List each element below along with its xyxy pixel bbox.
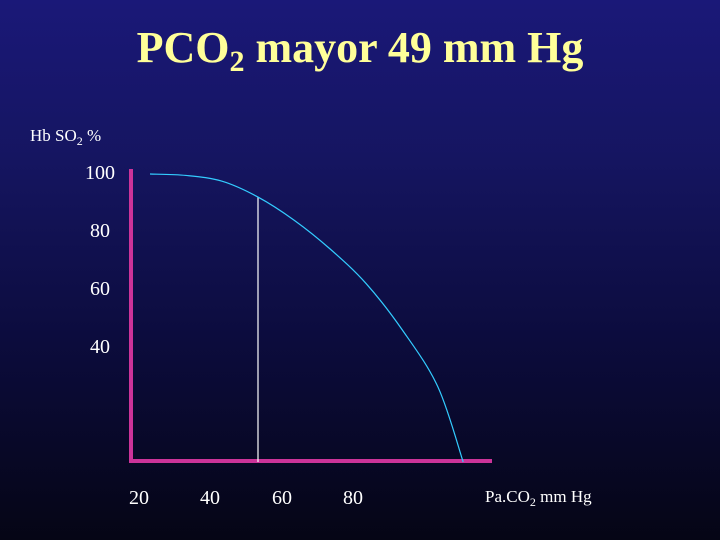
y-tick-label-80: 80 (90, 220, 110, 242)
x-axis-label: Pa.CO2 mm Hg (485, 487, 592, 509)
slide-title: PCO2 mayor 49 mm Hg (136, 23, 584, 78)
saturation-curve (149, 173, 464, 463)
x-tick-label-20: 20 (129, 487, 149, 509)
y-tick-label-40: 40 (90, 336, 110, 358)
x-tick-label-80: 80 (343, 487, 363, 509)
y-tick-label-60: 60 (90, 278, 110, 300)
x-tick-label-40: 40 (200, 487, 220, 509)
y-axis-label: Hb SO2 % (30, 126, 102, 148)
y-tick-label-100: 100 (85, 162, 115, 184)
x-tick-label-60: 60 (272, 487, 292, 509)
